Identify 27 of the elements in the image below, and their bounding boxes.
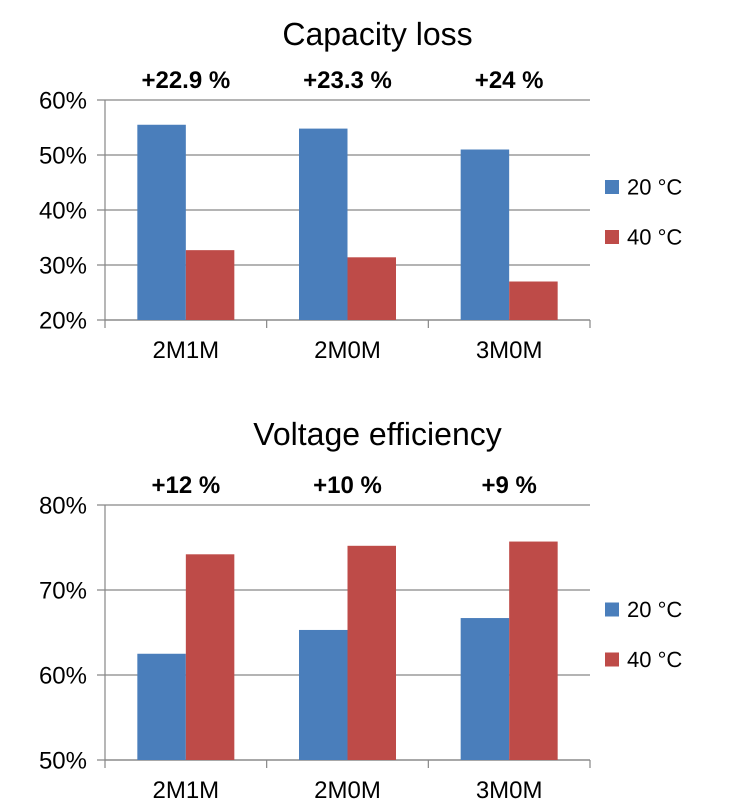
chart-title: Capacity loss (282, 16, 473, 52)
legend-label: 20 °C (627, 597, 682, 622)
y-tick-label: 70% (38, 577, 87, 604)
y-tick-label: 50% (38, 747, 87, 774)
text: +9 % (481, 472, 537, 499)
legend-label: 40 °C (627, 224, 682, 250)
text: +10 % (313, 472, 382, 499)
chart-title: Voltage efficiency (253, 416, 502, 452)
legend-label: 40 °C (627, 647, 682, 672)
text: +23.3 % (303, 67, 392, 94)
y-tick-label: 20% (38, 307, 87, 334)
x-tick-label: 2M0M (314, 777, 381, 804)
y-tick-label: 60% (38, 662, 87, 690)
y-tick-label: 40% (38, 197, 87, 224)
y-tick-label: 60% (38, 87, 87, 114)
x-tick-label: 2M1M (152, 777, 220, 804)
y-tick-label: 50% (38, 142, 87, 170)
x-tick-label: 3M0M (476, 777, 543, 804)
legend-label: 20 °C (627, 174, 682, 200)
y-tick-label: 80% (38, 492, 87, 520)
x-tick-label: 2M1M (152, 337, 220, 364)
y-tick-label: 30% (38, 252, 87, 280)
text: +22.9 % (141, 67, 230, 94)
x-tick-label: 3M0M (476, 337, 543, 364)
text: +12 % (151, 472, 220, 499)
text: +24 % (474, 67, 544, 94)
x-tick-label: 2M0M (314, 337, 381, 364)
